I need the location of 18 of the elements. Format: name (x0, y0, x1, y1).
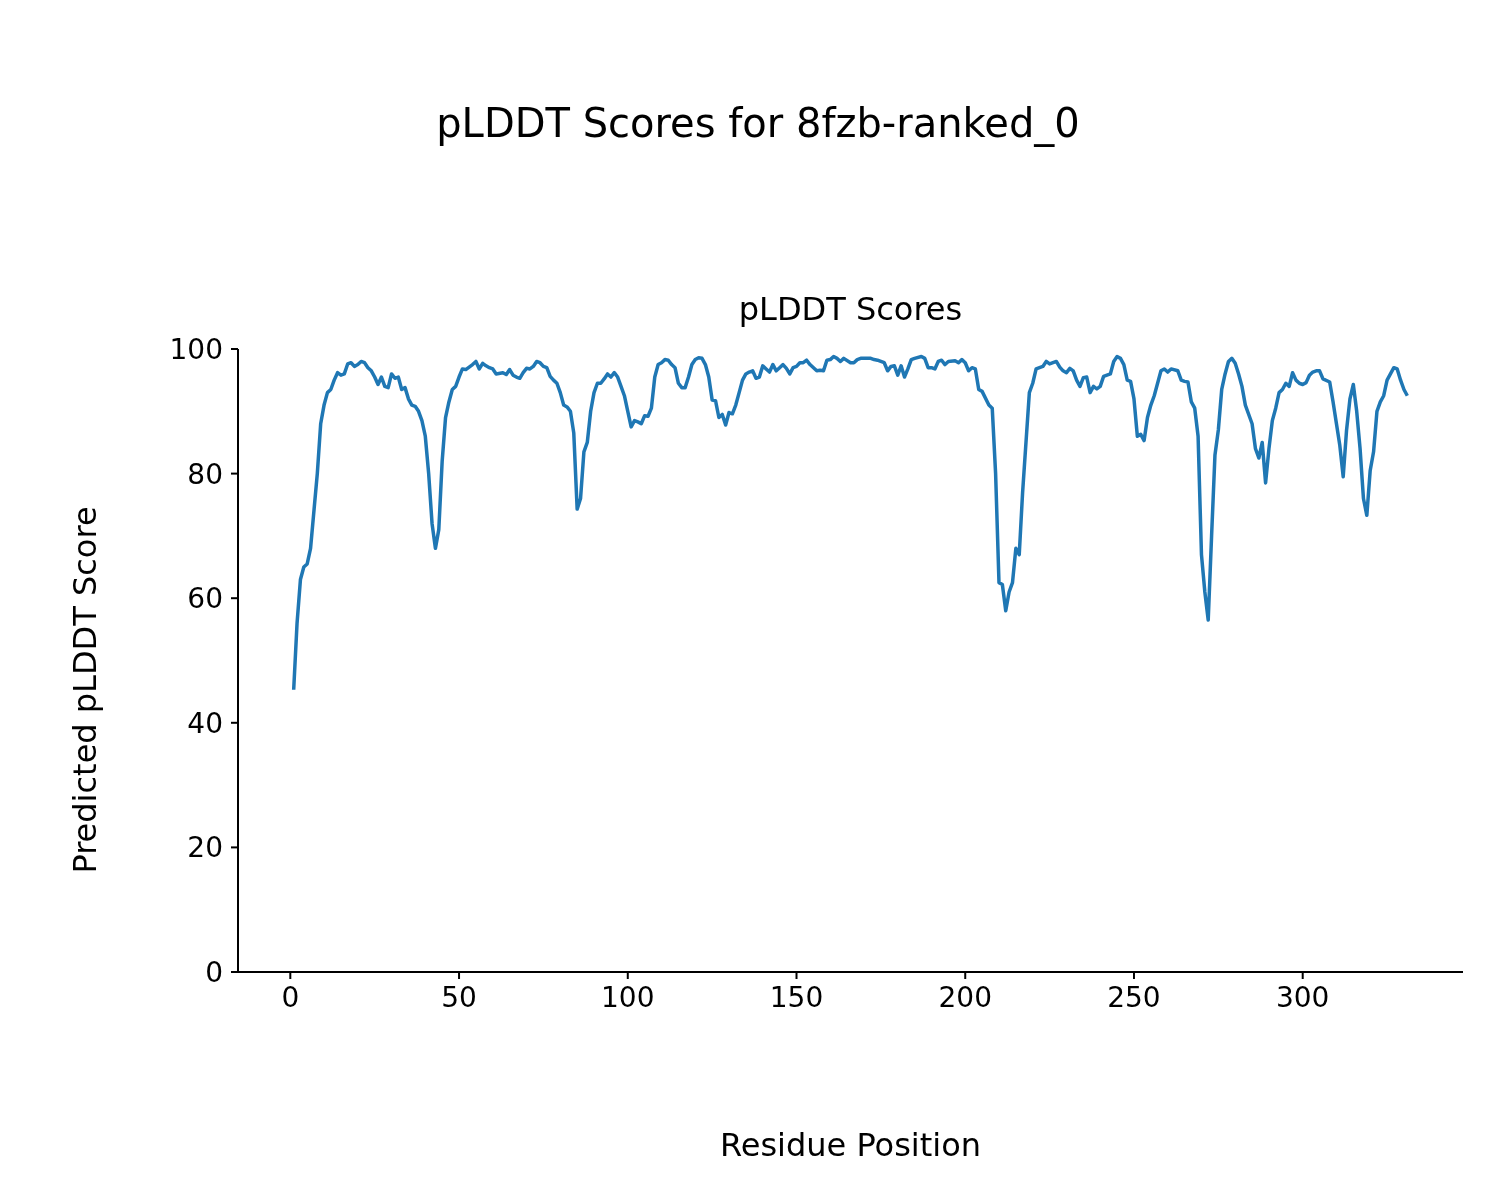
chart-subtitle: pLDDT Scores (737, 290, 964, 328)
y-tick-label: 0 (205, 955, 223, 989)
x-tick-label: 200 (938, 980, 992, 1014)
x-tick-label: 150 (769, 980, 824, 1014)
y-tick-label: 20 (187, 831, 223, 865)
x-tick-label: 50 (441, 980, 477, 1014)
y-tick-label: 60 (187, 582, 223, 616)
x-tick-label: 100 (601, 980, 655, 1014)
y-tick-label: 100 (169, 332, 223, 366)
x-tick-label: 0 (281, 980, 300, 1014)
x-axis-title: Residue Position (718, 1126, 983, 1164)
line-series (291, 354, 1410, 692)
y-tick-label: 80 (187, 457, 223, 491)
y-axis-title: Predicted pLDDT Score (66, 506, 104, 874)
chart-title: pLDDT Scores for 8fzb-ranked_0 (435, 100, 1081, 146)
y-tick-label: 40 (187, 706, 223, 740)
x-tick-label: 250 (1107, 980, 1161, 1014)
x-tick-label: 300 (1275, 980, 1330, 1014)
